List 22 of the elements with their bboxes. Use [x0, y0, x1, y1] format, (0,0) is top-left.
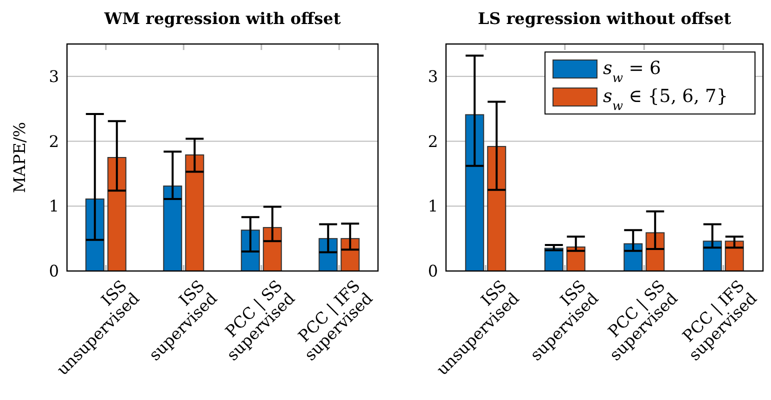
bar [163, 186, 182, 272]
y-tick-label: 0 [428, 262, 438, 281]
bar [566, 246, 586, 272]
legend-label: s$_{w}$ = 6 [603, 58, 662, 84]
chart-title: WM regression with offset [103, 9, 342, 28]
y-tick-label: 0 [48, 262, 59, 281]
bar [85, 198, 104, 272]
y-tick-label: 2 [48, 132, 59, 151]
y-tick-label: 3 [428, 67, 438, 86]
bar [465, 114, 484, 272]
y-tick-label: 1 [428, 196, 438, 216]
legend-label: s$_{w}$ ∈ {5, 6, 7} [603, 86, 728, 112]
chart-title: LS regression without offset [478, 9, 732, 28]
y-tick-label: 3 [48, 67, 59, 86]
bar [646, 232, 665, 272]
y-tick-label: 1 [48, 196, 59, 216]
bar [262, 227, 282, 272]
bar [185, 154, 204, 272]
bar [107, 157, 126, 272]
bar [487, 146, 506, 272]
y-axis-title: MAPE/% [10, 122, 29, 193]
y-tick-label: 2 [428, 132, 438, 151]
